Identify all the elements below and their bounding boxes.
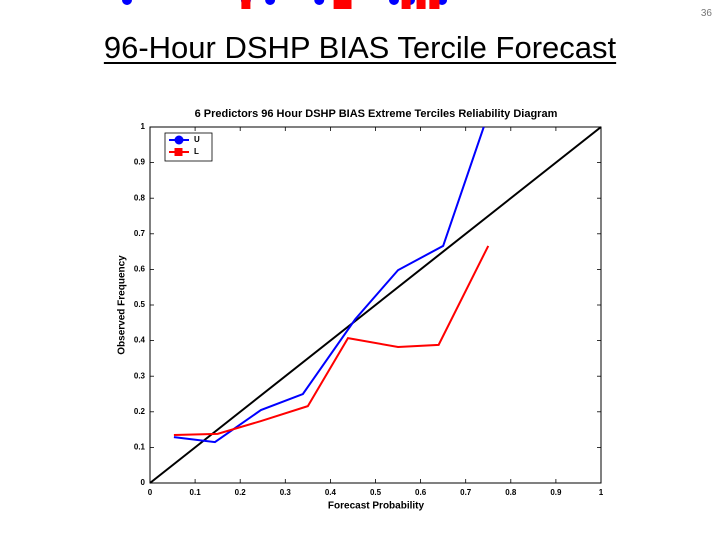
series-line — [173, 126, 485, 444]
x-tick-label: 1 — [599, 488, 604, 497]
x-tick-label: 0.7 — [460, 488, 472, 497]
y-tick-label: 1 — [141, 122, 146, 131]
x-tick-label: 0.6 — [415, 488, 427, 497]
marker — [416, 0, 426, 9]
x-tick-label: 0 — [148, 488, 153, 497]
legend-label: U — [194, 135, 200, 144]
x-tick-label: 0.2 — [235, 488, 247, 497]
y-tick-label: 0.8 — [134, 193, 146, 202]
y-tick-label: 0.3 — [134, 371, 146, 380]
y-tick-label: 0.6 — [134, 265, 146, 274]
y-tick-label: 0.4 — [134, 336, 146, 345]
reference-diagonal — [149, 126, 602, 484]
legend-box — [164, 132, 213, 162]
y-axis-label: Observed Frequency — [117, 255, 128, 355]
x-tick-label: 0.5 — [370, 488, 382, 497]
y-tick-label: 0.2 — [134, 407, 146, 416]
chart-title: 6 Predictors 96 Hour DSHP BIAS Extreme T… — [195, 108, 558, 120]
marker — [389, 0, 399, 5]
x-axis-label: Forecast Probability — [328, 501, 425, 512]
series-line — [173, 245, 490, 436]
marker — [314, 0, 325, 5]
marker — [265, 0, 276, 5]
y-tick-label: 0.5 — [134, 300, 146, 309]
slide-number: 36 — [700, 8, 712, 19]
legend-marker — [174, 135, 184, 145]
marker — [429, 0, 439, 9]
y-tick-label: 0 — [141, 478, 146, 487]
marker — [122, 0, 132, 5]
marker — [241, 0, 251, 9]
slide-title: 96-Hour DSHP BIAS Tercile Forecast — [103, 30, 617, 65]
marker — [333, 0, 343, 9]
legend-marker — [174, 148, 183, 156]
y-tick-label: 0.7 — [134, 229, 146, 238]
y-tick-label: 0.1 — [134, 443, 146, 452]
x-tick-label: 0.4 — [325, 488, 337, 497]
x-tick-label: 0.3 — [280, 488, 292, 497]
legend-label: L — [194, 147, 199, 156]
x-tick-label: 0.8 — [505, 488, 517, 497]
marker — [401, 0, 411, 9]
y-tick-label: 0.9 — [134, 158, 146, 167]
x-tick-label: 0.1 — [190, 488, 202, 497]
x-tick-label: 0.9 — [550, 488, 562, 497]
marker — [437, 0, 448, 5]
marker — [340, 0, 350, 9]
